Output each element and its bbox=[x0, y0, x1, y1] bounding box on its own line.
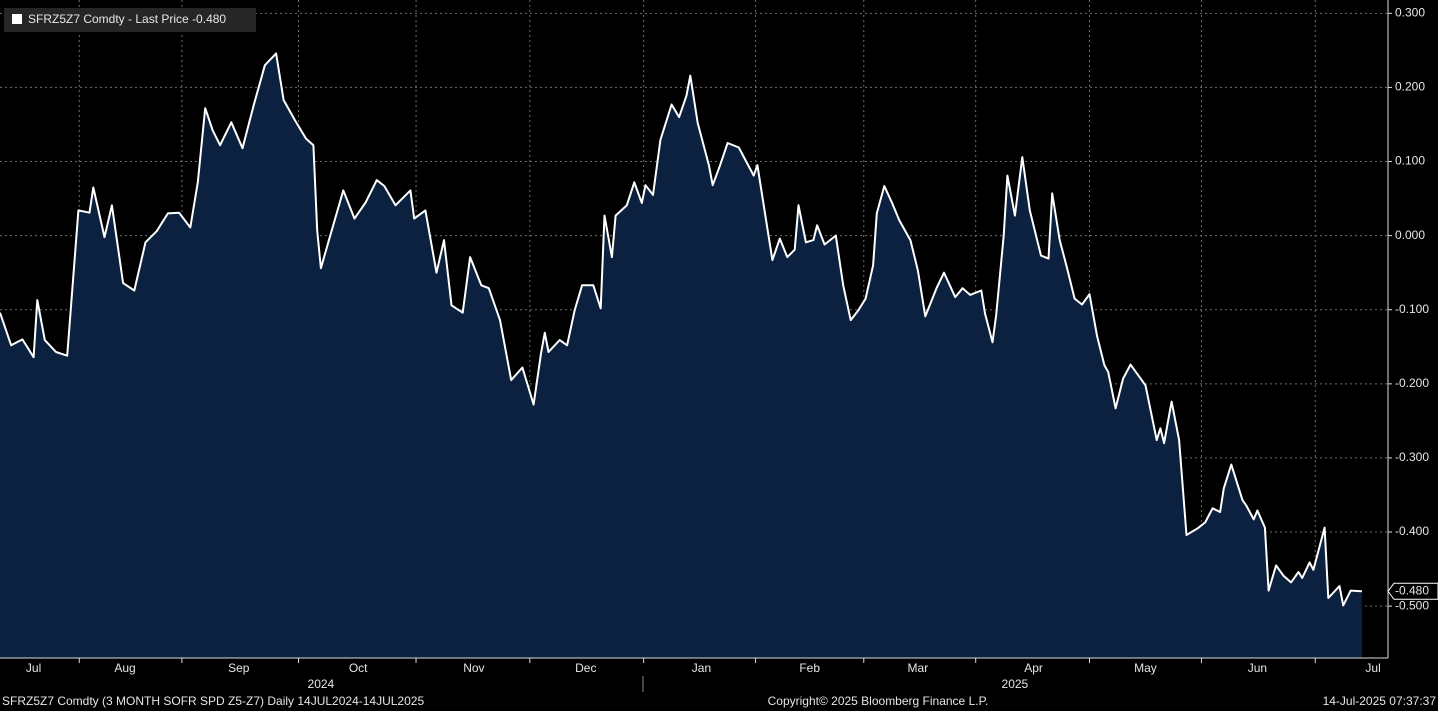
legend-text: SFRZ5Z7 Comdty - Last Price -0.480 bbox=[28, 12, 226, 26]
x-tick-label: Nov bbox=[463, 661, 484, 675]
y-tick-label: -0.200 bbox=[1395, 376, 1429, 390]
x-tick-label: Dec bbox=[575, 661, 596, 675]
y-tick-label: 0.300 bbox=[1395, 6, 1425, 20]
legend-swatch bbox=[12, 14, 22, 24]
footer-center: Copyright© 2025 Bloomberg Finance L.P. bbox=[768, 694, 989, 708]
last-value-label: -0.480 bbox=[1395, 583, 1429, 597]
x-tick-label: Mar bbox=[908, 661, 929, 675]
year-label: 2025 bbox=[1002, 677, 1029, 691]
x-tick-label: May bbox=[1134, 661, 1157, 675]
year-label: 2024 bbox=[308, 677, 335, 691]
axes: 0.300 0.200 0.100 0.000 -0.100 -0.200 -0.300 -0… bbox=[0, 0, 1438, 691]
plot-area bbox=[0, 0, 1388, 658]
y-tick-label: -0.100 bbox=[1395, 302, 1429, 316]
x-tick-label: Jan bbox=[692, 661, 711, 675]
x-tick-label: Feb bbox=[799, 661, 820, 675]
x-tick-label: Jul bbox=[1365, 661, 1380, 675]
line bbox=[0, 52, 1362, 607]
x-tick-label: Aug bbox=[114, 661, 135, 675]
x-tick-label: Sep bbox=[228, 661, 250, 675]
y-tick-label: 0.200 bbox=[1395, 80, 1425, 94]
legend-last: -0.480 bbox=[192, 12, 226, 26]
area bbox=[0, 53, 1362, 658]
x-tick-label: Jun bbox=[1248, 661, 1267, 675]
x-tick-label: Oct bbox=[349, 661, 368, 675]
y-tick-label: 0.100 bbox=[1395, 154, 1425, 168]
footer-left: SFRZ5Z7 Comdty (3 MONTH SOFR SPD Z5-Z7) … bbox=[2, 694, 424, 708]
y-tick-label: -0.400 bbox=[1395, 524, 1429, 538]
footer-right: 14-Jul-2025 07:37:37 bbox=[1323, 694, 1437, 708]
x-tick-label: Jul bbox=[26, 661, 41, 675]
last-value-flag bbox=[1387, 582, 1438, 600]
legend-name: SFRZ5Z7 Comdty - Last Price bbox=[28, 12, 189, 26]
y-tick-label: -0.300 bbox=[1395, 450, 1429, 464]
x-tick-label: Apr bbox=[1024, 661, 1043, 675]
legend-box bbox=[4, 8, 256, 32]
y-tick-label: 0.000 bbox=[1395, 228, 1425, 242]
y-tick-label: -0.500 bbox=[1395, 598, 1429, 612]
